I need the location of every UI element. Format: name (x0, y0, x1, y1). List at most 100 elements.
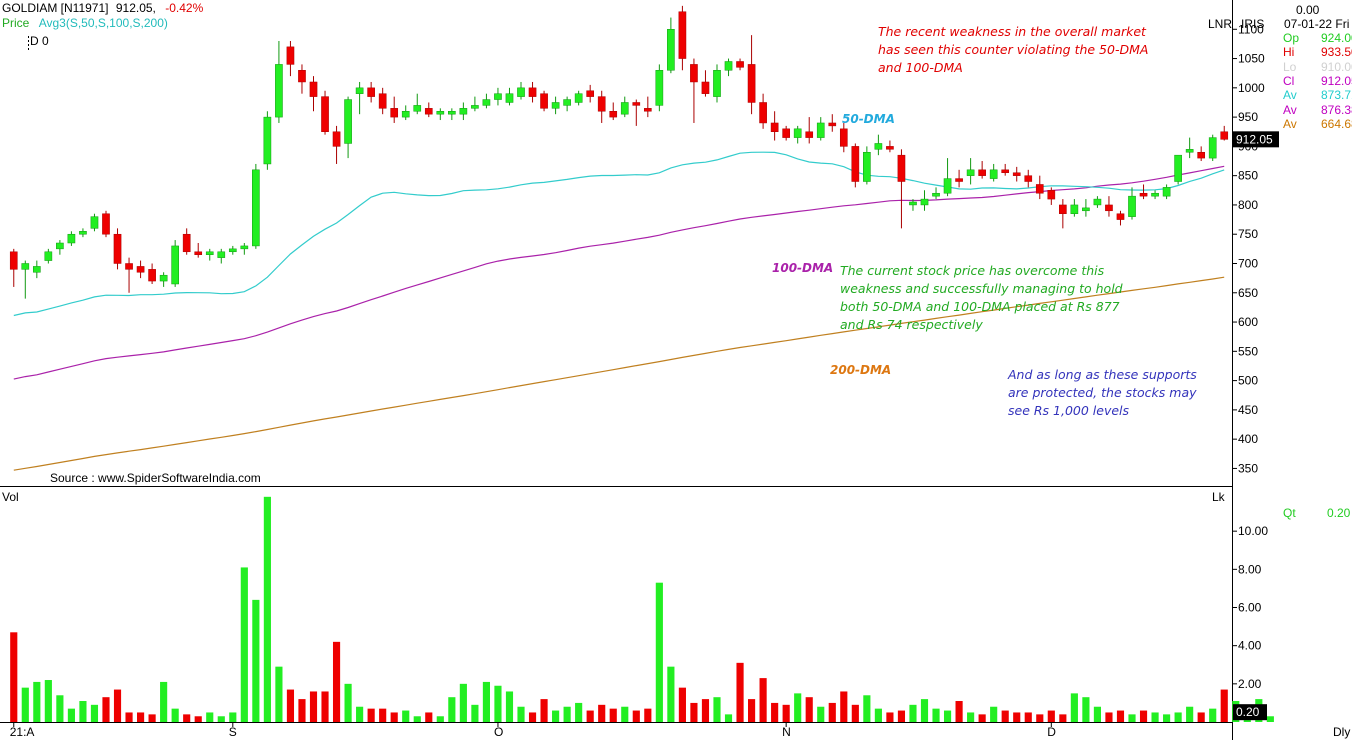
candle-body (21, 263, 30, 270)
candle-body (1024, 175, 1033, 182)
candle-body (863, 151, 871, 182)
ohlc-value: 910.00 (1321, 59, 1352, 74)
candle-body (1220, 131, 1229, 140)
volume-bar (1059, 714, 1067, 722)
candle-body (609, 111, 618, 118)
date-label: 07-01-22 Fri (1284, 17, 1350, 31)
volume-bar (1220, 689, 1228, 722)
candle-body (586, 90, 595, 97)
time-tick-label: 21:A (10, 725, 35, 739)
volume-bar (263, 496, 271, 722)
volume-bar (517, 706, 525, 722)
volume-bar (805, 697, 813, 722)
candle-body (851, 146, 860, 182)
volume-tick-label: 10.00 (1238, 524, 1268, 538)
candle-body (1047, 190, 1056, 200)
candle-body (1001, 169, 1010, 173)
volume-bar (286, 689, 295, 722)
volume-bar (851, 704, 859, 722)
candle-body (793, 128, 802, 138)
interval-label: Dly (1333, 725, 1351, 739)
annotation-bottom: And as long as these supports are protec… (1008, 367, 1197, 418)
ohlc-value: 876.38 (1321, 102, 1352, 117)
volume-bar (332, 641, 341, 722)
volume-bar (448, 697, 456, 722)
ohlc-row-av: Av 664.68 (1283, 117, 1352, 131)
volume-bar (229, 712, 237, 722)
candle-body (1162, 187, 1171, 197)
candle-body (494, 93, 502, 100)
ohlc-value: 924.00 (1321, 31, 1352, 45)
candle-body (102, 213, 110, 235)
ohlc-row-cl: Cl 912.05 (1283, 74, 1352, 88)
volume-bar (321, 691, 329, 722)
symbol-name: GOLDIAM [N11971] (2, 1, 109, 15)
ma100-line (13, 165, 1225, 380)
volume-bar (736, 662, 744, 722)
candle-body (321, 96, 329, 132)
volume-bar (194, 716, 202, 722)
price-tick-label: 1050 (1238, 52, 1265, 66)
ohlc-row-op: Op 924.00 (1283, 31, 1352, 45)
candle-body (643, 108, 652, 112)
volume-bar (794, 693, 802, 722)
ohlc-key: Av (1283, 116, 1297, 131)
candle-body (309, 81, 318, 97)
volume-bar (56, 695, 64, 722)
volume-bar (598, 704, 606, 722)
candle-body (989, 169, 998, 179)
volume-bar (886, 712, 894, 722)
volume-bar (1036, 714, 1044, 722)
volume-bar (655, 582, 663, 722)
volume-bar (782, 704, 790, 722)
ma100-label: 100-DMA (772, 261, 834, 275)
volume-bar (678, 687, 686, 722)
chart-header: GOLDIAM [N11971] 912.05, -0.42% (2, 1, 203, 15)
volume-bar (344, 683, 352, 722)
volume-bar (1139, 710, 1148, 722)
price-tick-label: 400 (1238, 432, 1258, 446)
volume-bar (1186, 706, 1194, 722)
ma50-label: 50-DMA (842, 112, 895, 126)
volume-bar (563, 706, 571, 722)
indicator-legend: Price Avg3(S,50,S,100,S,200) (2, 16, 168, 30)
volume-bar (482, 681, 490, 722)
annotation-middle: The current stock price has overcome thi… (840, 263, 1123, 332)
volume-bar (494, 685, 502, 722)
price-tick-label: 750 (1238, 227, 1258, 241)
volume-bar (379, 708, 387, 722)
price-tick-label: 700 (1238, 256, 1258, 270)
volume-bar (309, 691, 318, 722)
volume-bar (1001, 710, 1009, 722)
candle-body (113, 233, 122, 264)
volume-bar (113, 689, 122, 722)
candle-body (701, 81, 710, 94)
candle-body (563, 99, 571, 106)
volume-bar (183, 714, 191, 722)
volume-bar (1266, 716, 1274, 722)
candle-body (678, 11, 687, 59)
price-tick-label: 1000 (1238, 81, 1265, 95)
candle-body (1151, 192, 1159, 197)
volume-bar (425, 712, 433, 722)
volume-bar (148, 714, 156, 722)
ohlc-value: 664.68 (1321, 116, 1352, 131)
price-tick-label: 1100 (1238, 22, 1264, 36)
candle-body (978, 169, 986, 176)
candle-body (205, 251, 214, 255)
ohlc-key: Hi (1283, 45, 1295, 60)
candle-body (332, 131, 341, 147)
volume-bar (1105, 712, 1113, 722)
volume-bar (90, 704, 99, 722)
candle-body (897, 154, 906, 182)
volume-bar (67, 708, 75, 722)
time-tick-label: D (1047, 725, 1056, 739)
candle-body (505, 93, 514, 103)
candle-body (597, 96, 606, 112)
indicator-params: Avg3(S,50,S,100,S,200) (38, 16, 168, 30)
candle-body (1139, 192, 1148, 197)
volume-tick-label: 6.00 (1238, 601, 1262, 615)
change-percent: -0.42% (165, 1, 204, 15)
volume-bar (863, 695, 871, 722)
volume-bar (932, 708, 940, 722)
